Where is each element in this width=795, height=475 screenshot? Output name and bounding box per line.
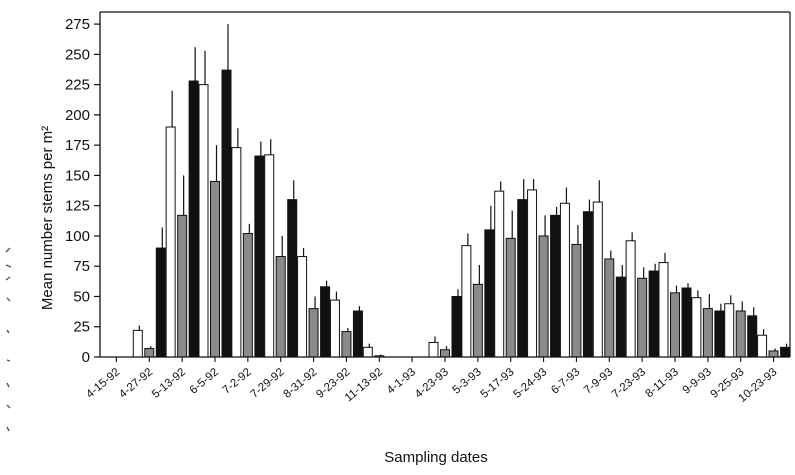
y-tick-label: 100 [65,228,90,245]
bar [264,154,275,358]
bar [242,233,253,358]
y-axis-label: Mean number stems per m² [39,126,56,310]
bar [210,180,220,358]
y-tick-label: 0 [82,349,90,366]
y-tick-label: 125 [65,198,90,215]
x-tick-label: 6-5-92 [188,366,221,397]
bar [658,262,669,358]
bar [329,299,340,358]
x-tick-label: 4-23-93 [413,366,451,401]
y-tick-label: 50 [73,288,90,305]
x-axis-ticks: 4-15-924-27-925-13-92 6-5-92 7-2-927-29-92… [84,357,779,405]
x-tick-label: 8-11-93 [643,366,680,400]
bar [287,199,298,358]
bar [582,211,593,358]
bar [144,348,155,358]
x-tick-label: 4-15-92 [84,366,122,401]
y-tick-label: 175 [65,137,90,154]
bar [362,346,373,358]
bar [637,277,648,358]
y-axis-ticks: 0 25 50 75 100 125 150 175 200 225 250 275 [65,16,100,366]
bar [297,256,308,358]
bar [308,308,319,358]
bar [592,201,603,358]
x-tick-label: 7-23-93 [610,366,648,401]
bar [538,235,549,358]
x-tick-label: 5-24-93 [511,366,549,401]
bar [320,286,331,358]
bar [472,283,483,358]
bar [604,258,615,358]
x-tick-label: 5-13-92 [150,366,188,401]
x-tick-label: 5-17-93 [479,366,517,401]
bar [221,69,232,358]
bar [517,199,528,358]
scan-margin-marks [5,247,12,432]
bar [527,189,538,358]
bar [451,295,462,358]
bar [559,202,570,358]
bar [550,214,561,358]
plot-frame [99,11,791,358]
bar [494,190,505,358]
bar [188,80,199,358]
bar [670,292,680,358]
bar [714,310,725,358]
y-tick-label: 200 [65,107,90,124]
x-tick-label: 7-29-92 [249,366,287,401]
y-tick-label: 150 [65,167,90,184]
bar [484,229,495,358]
bars-layer [132,24,791,358]
x-axis-label: Sampling dates [384,449,487,466]
bar [724,303,735,358]
bar [352,310,363,358]
y-tick-label: 275 [65,16,90,33]
bar [735,310,746,358]
bar [768,350,779,358]
bar [615,276,626,358]
bar [428,341,439,358]
bar [747,315,758,358]
bar [681,287,692,358]
bar [231,147,242,358]
bar [702,308,713,358]
bar [571,243,582,358]
x-tick-label: 6-7-93 [549,366,582,397]
bar [155,247,166,358]
bar [165,126,176,358]
bar [505,237,516,358]
bar [440,349,450,358]
x-tick-label: 8-31-92 [281,366,319,401]
y-tick-label: 225 [65,77,90,94]
y-tick-label: 75 [73,258,90,275]
y-tick-label: 25 [73,319,90,336]
bar [275,256,286,358]
bar [254,155,265,358]
bar [780,346,791,358]
bar [198,84,209,358]
bar [625,240,636,358]
bar [177,214,188,358]
x-tick-label: 4-27-92 [117,366,155,401]
bar [132,329,143,358]
bar [757,334,768,358]
y-tick-label: 250 [65,46,90,63]
bar [461,245,472,358]
bar [648,270,659,358]
bar [341,331,352,358]
bar [691,297,702,358]
